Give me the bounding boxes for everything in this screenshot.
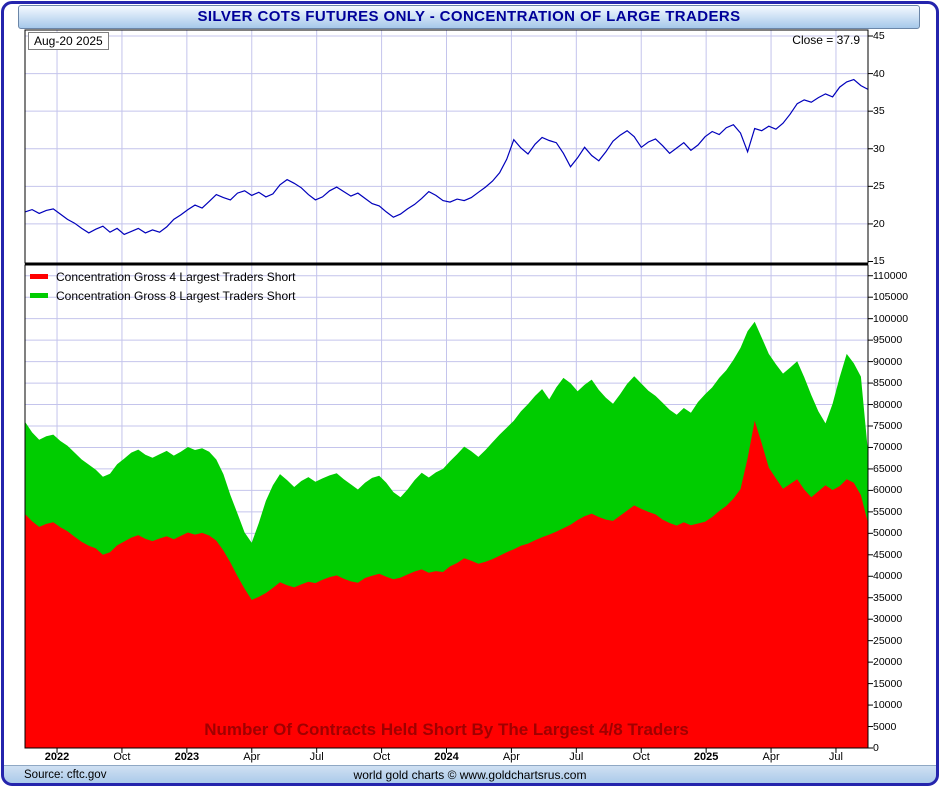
legend-swatch-gross4 [30,274,48,279]
page-title: SILVER COTS FUTURES ONLY - CONCENTRATION… [197,8,741,25]
title-bar: SILVER COTS FUTURES ONLY - CONCENTRATION… [18,5,920,29]
date-label: Aug-20 2025 [28,32,109,50]
legend-swatch-gross8 [30,293,48,298]
credit-label: world gold charts © www.goldchartsrus.co… [353,768,587,782]
gross4-area [25,420,868,748]
legend: Concentration Gross 4 Largest Traders Sh… [30,267,295,305]
source-label: Source: cftc.gov [24,769,107,781]
chart-annotation: Number Of Contracts Held Short By The La… [204,720,689,739]
legend-item-gross8: Concentration Gross 8 Largest Traders Sh… [30,286,295,305]
legend-label-gross4: Concentration Gross 4 Largest Traders Sh… [56,269,296,284]
close-label: Close = 37.9 [792,33,860,47]
footer-bar: Source: cftc.gov world gold charts © www… [4,765,936,784]
legend-label-gross8: Concentration Gross 8 Largest Traders Sh… [56,288,296,303]
price-line [24,78,869,236]
legend-item-gross4: Concentration Gross 4 Largest Traders Sh… [30,267,295,286]
